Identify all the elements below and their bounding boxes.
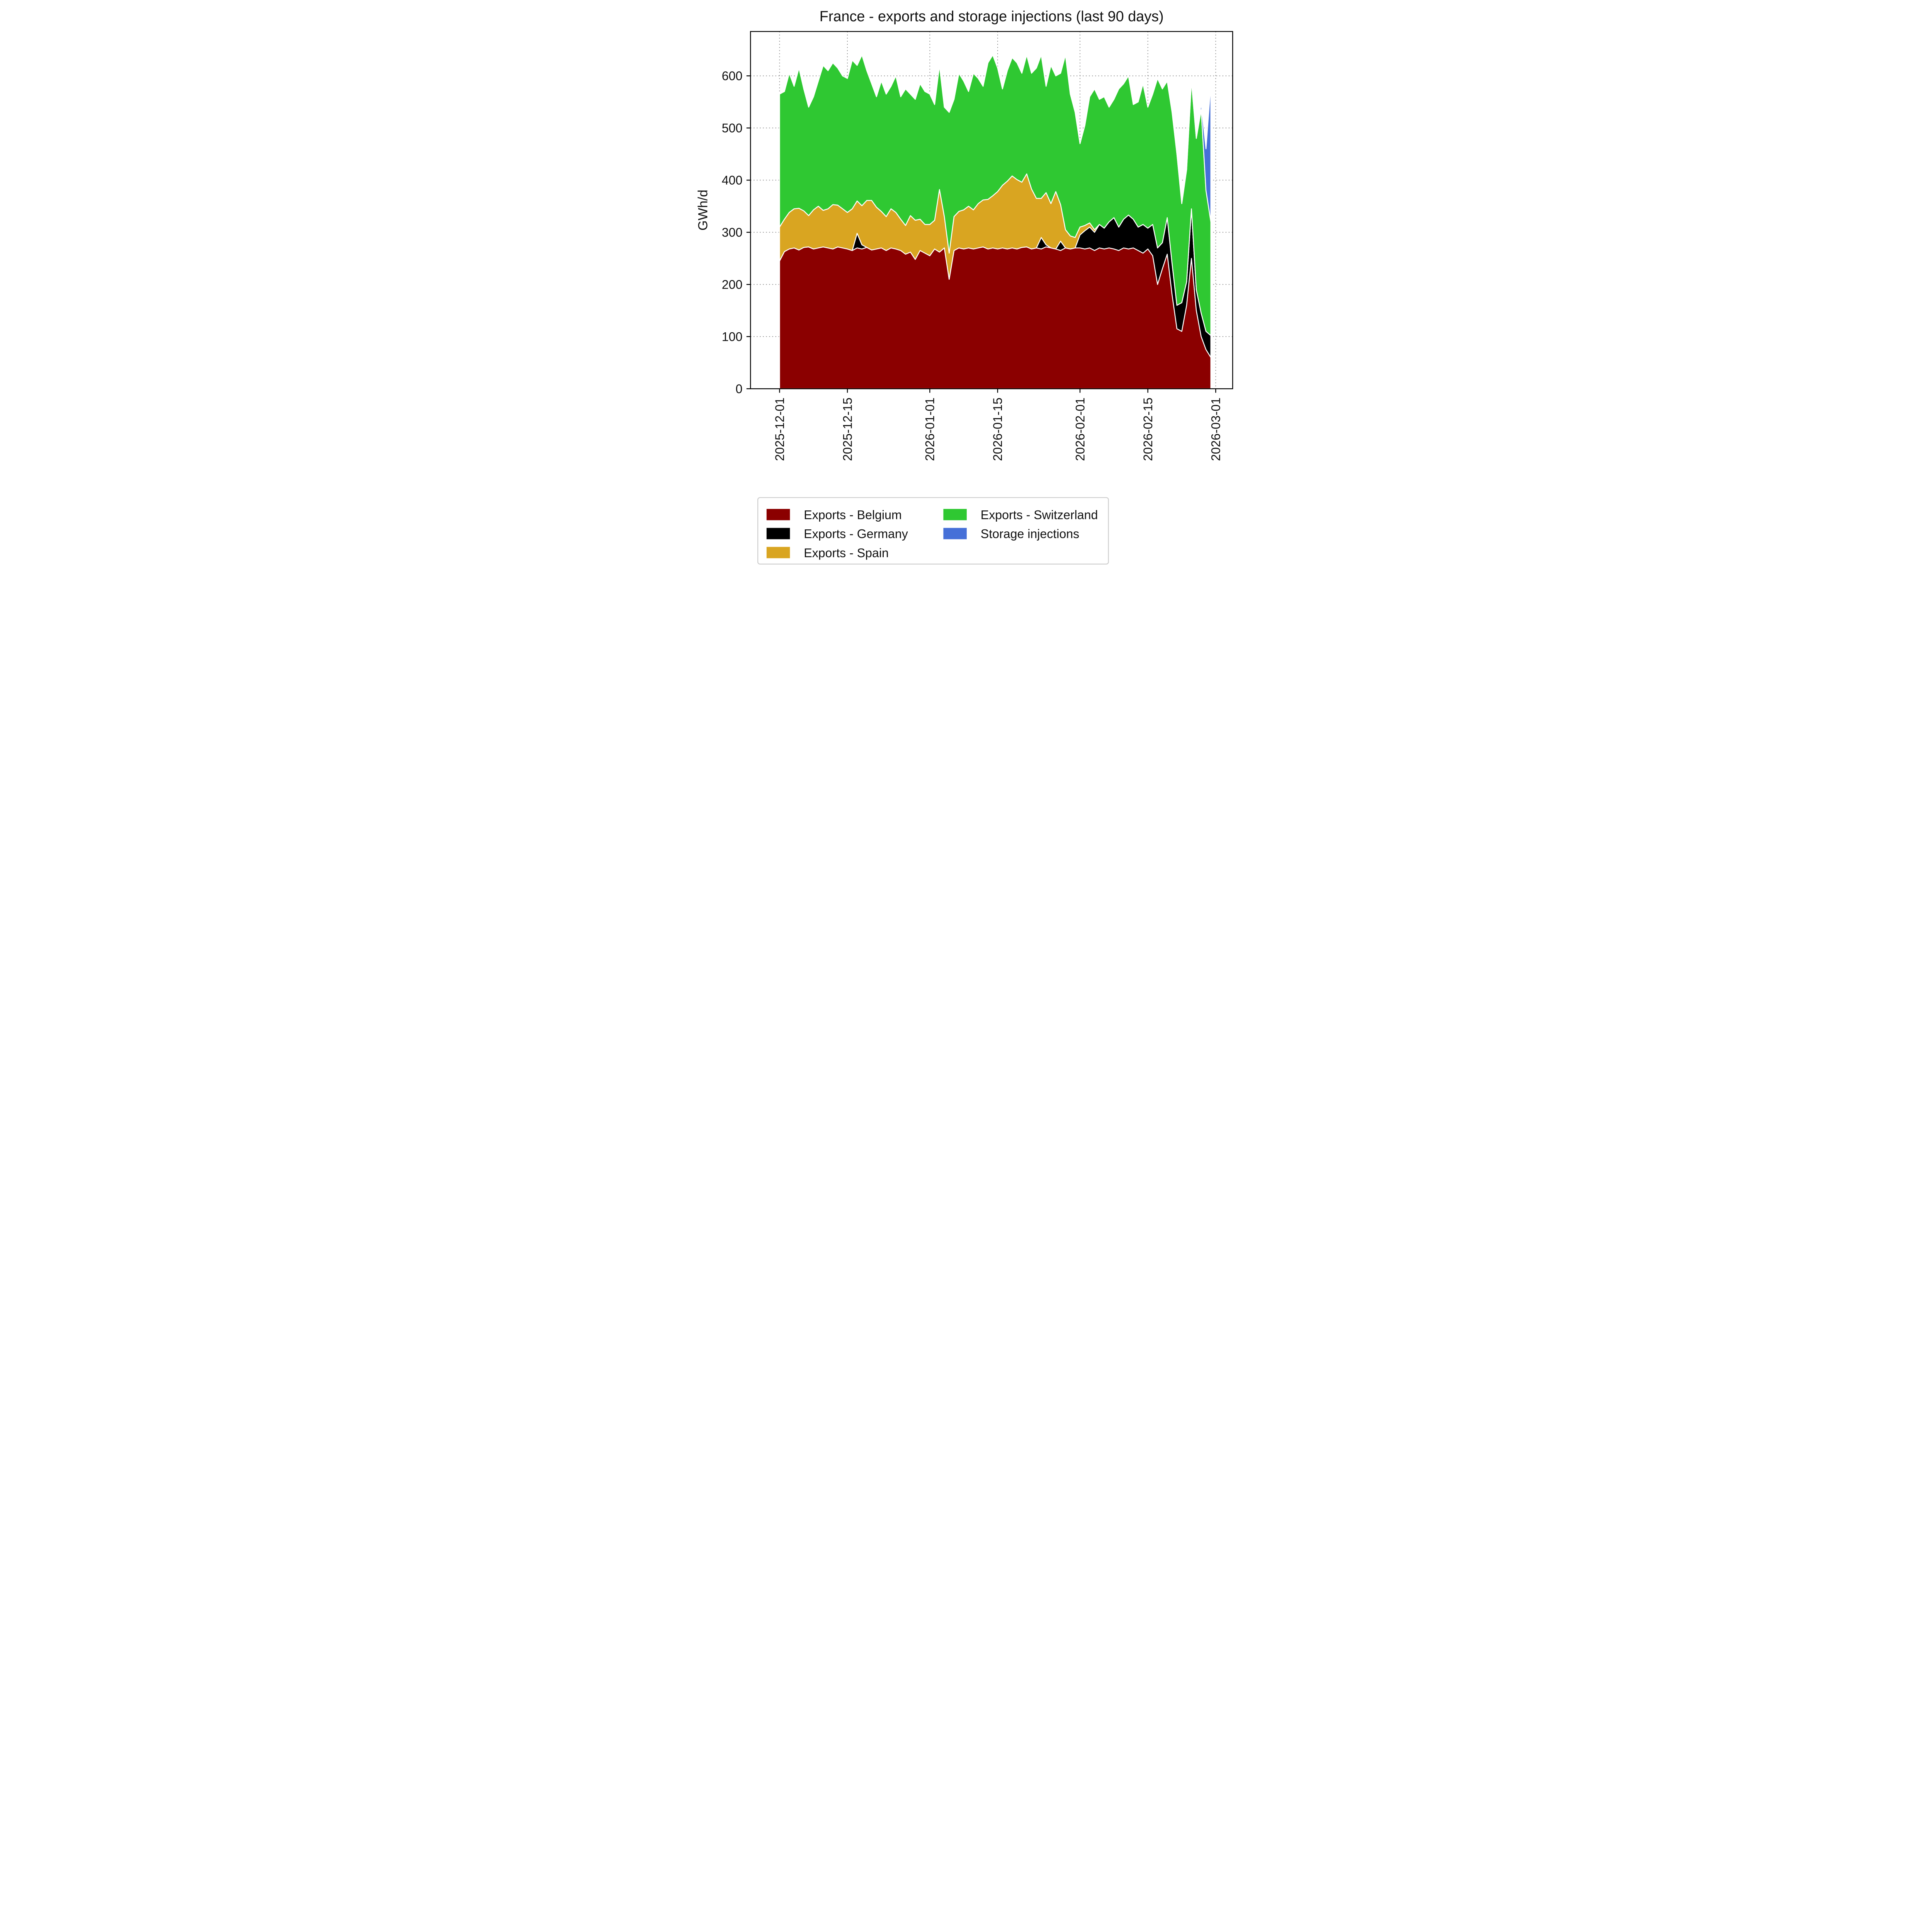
stacked-area-chart: 0 100 200 300 400 500 600 2025-12-01 2025-12-15 2…	[696, 9, 1233, 565]
chart-title: France - exports and storage injections …	[820, 9, 1164, 25]
x-tick-label: 2026-03-01	[1209, 398, 1223, 461]
y-tick-label: 400	[722, 173, 743, 187]
legend-swatch-exports-germany	[766, 528, 790, 539]
legend-swatch-exports-spain	[766, 547, 790, 558]
axis-tick-labels: 0 100 200 300 400 500 600 2025-12-01 2025-12-15 2…	[722, 69, 1223, 461]
legend-swatch-storage-injections	[943, 528, 967, 539]
plot-layer: 0 100 200 300 400 500 600 2025-12-01 2025-12-15 2…	[722, 31, 1233, 461]
y-tick-label: 100	[722, 330, 743, 344]
legend-label-exports-belgium: Exports - Belgium	[804, 508, 902, 522]
y-tick-label: 500	[722, 121, 743, 135]
area-exports-belgium	[779, 246, 1211, 389]
legend-label-exports-spain: Exports - Spain	[804, 546, 889, 560]
legend-label-exports-germany: Exports - Germany	[804, 527, 908, 541]
figure-container: 0 100 200 300 400 500 600 2025-12-01 2025-12-15 2…	[692, 0, 1240, 573]
y-axis-label: GWh/d	[696, 190, 711, 231]
legend: Exports - Belgium Exports - Germany Export…	[757, 497, 1109, 565]
legend-item-exports-switzerland: Exports - Switzerland	[943, 508, 1098, 522]
x-tick-label: 2025-12-15	[840, 398, 854, 461]
legend-label-exports-switzerland: Exports - Switzerland	[981, 508, 1098, 522]
legend-item-exports-spain: Exports - Spain	[766, 546, 889, 560]
x-tick-label: 2026-01-01	[923, 398, 937, 461]
y-tick-label: 300	[722, 226, 743, 240]
x-tick-label: 2026-02-01	[1073, 398, 1087, 461]
x-tick-label: 2025-12-01	[773, 398, 787, 461]
legend-swatch-exports-belgium	[766, 509, 790, 520]
legend-swatch-exports-switzerland	[943, 509, 967, 520]
legend-item-exports-germany: Exports - Germany	[766, 527, 908, 541]
y-tick-label: 600	[722, 69, 743, 83]
legend-label-storage-injections: Storage injections	[981, 527, 1079, 541]
y-tick-label: 200	[722, 278, 743, 292]
axis-ticks	[746, 75, 1216, 393]
legend-frame	[757, 497, 1109, 565]
plot-border	[750, 31, 1233, 389]
legend-item-storage-injections: Storage injections	[943, 527, 1079, 541]
area-storage-injections	[779, 54, 1211, 223]
x-tick-label: 2026-02-15	[1141, 398, 1155, 461]
y-tick-label: 0	[736, 382, 743, 396]
legend-item-exports-belgium: Exports - Belgium	[766, 508, 902, 522]
x-tick-label: 2026-01-15	[991, 398, 1005, 461]
